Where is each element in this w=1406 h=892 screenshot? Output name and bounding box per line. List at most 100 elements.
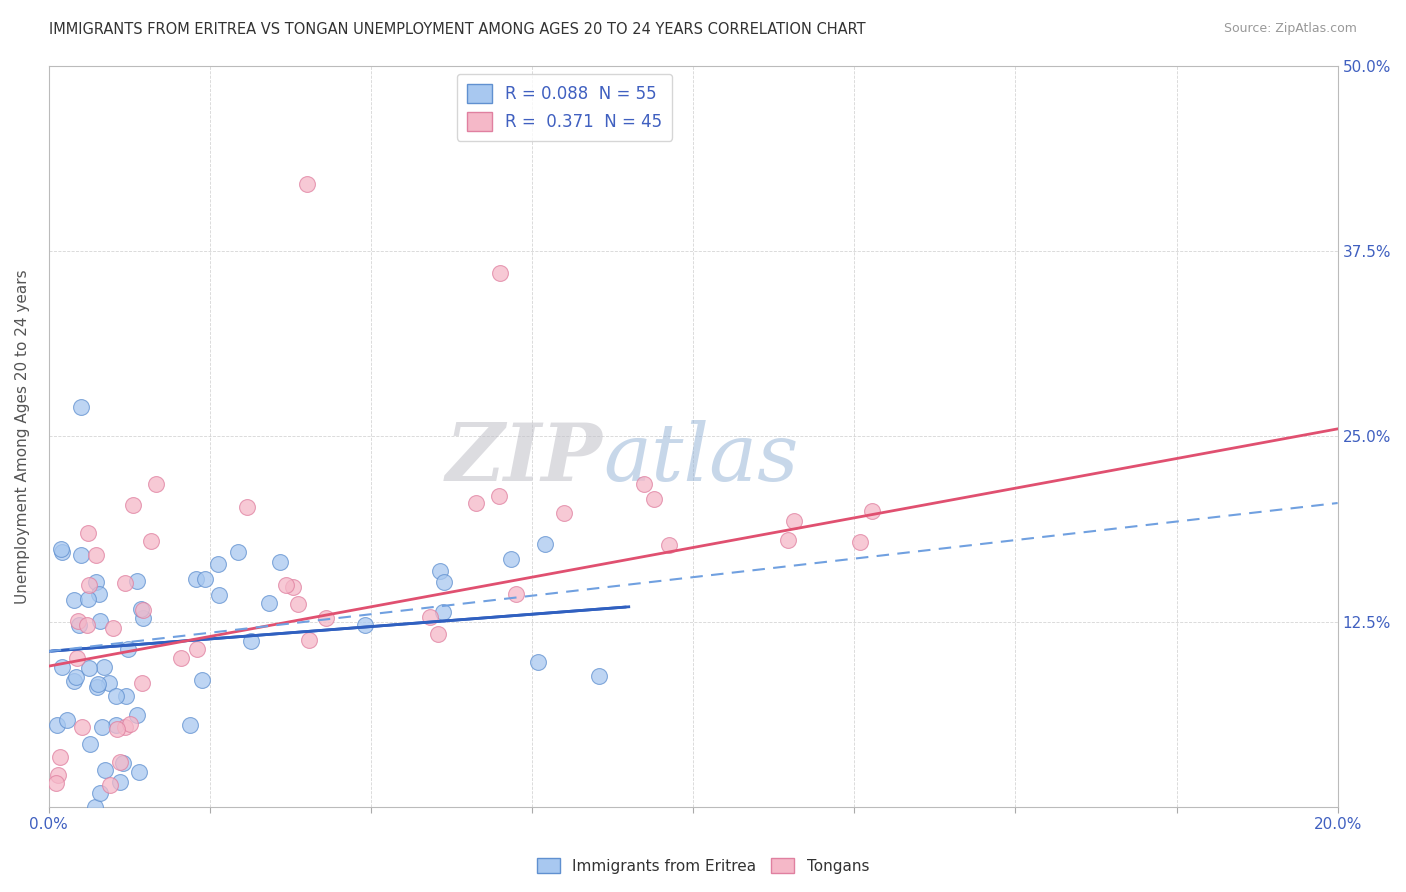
Point: [643, 491, 665, 506]
Point: [295, 178, 318, 192]
Point: [488, 489, 510, 503]
Point: [849, 534, 872, 549]
Point: [191, 673, 214, 687]
Point: [105, 717, 128, 731]
Text: ZIP: ZIP: [446, 420, 603, 497]
Point: [553, 506, 575, 520]
Point: [658, 538, 681, 552]
Point: [110, 775, 132, 789]
Point: [240, 634, 263, 648]
Point: [633, 476, 655, 491]
Point: [65, 650, 87, 665]
Point: [269, 555, 291, 569]
Point: [63, 673, 86, 688]
Point: [588, 669, 610, 683]
Point: [534, 537, 557, 551]
Point: [783, 514, 806, 528]
Point: [111, 756, 134, 770]
Point: [118, 717, 141, 731]
Point: [505, 587, 527, 601]
Point: [49, 542, 72, 557]
Point: [67, 617, 90, 632]
Point: [70, 548, 93, 562]
Point: [860, 504, 883, 518]
Point: [51, 545, 73, 559]
Point: [127, 708, 149, 723]
Text: Source: ZipAtlas.com: Source: ZipAtlas.com: [1223, 22, 1357, 36]
Point: [101, 621, 124, 635]
Point: [778, 533, 800, 547]
Point: [91, 720, 114, 734]
Point: [129, 602, 152, 616]
Point: [114, 576, 136, 591]
Point: [127, 574, 149, 588]
Point: [259, 596, 281, 610]
Point: [499, 551, 522, 566]
Point: [419, 609, 441, 624]
Point: [62, 593, 84, 607]
Point: [132, 610, 155, 624]
Point: [426, 627, 449, 641]
Text: IMMIGRANTS FROM ERITREA VS TONGAN UNEMPLOYMENT AMONG AGES 20 TO 24 YEARS CORRELA: IMMIGRANTS FROM ERITREA VS TONGAN UNEMPL…: [49, 22, 866, 37]
Point: [48, 768, 70, 782]
Point: [45, 776, 67, 790]
Point: [117, 641, 139, 656]
Point: [46, 717, 69, 731]
Point: [186, 641, 208, 656]
Point: [121, 498, 143, 512]
Point: [89, 786, 111, 800]
Point: [93, 660, 115, 674]
Point: [93, 764, 115, 778]
Point: [208, 588, 231, 602]
Point: [87, 677, 110, 691]
Point: [83, 799, 105, 814]
Point: [70, 720, 93, 734]
Point: [98, 676, 121, 690]
Point: [56, 714, 79, 728]
Point: [527, 655, 550, 669]
Point: [464, 496, 486, 510]
Point: [128, 764, 150, 779]
Point: [433, 574, 456, 589]
Point: [353, 617, 375, 632]
Point: [207, 557, 229, 571]
Point: [65, 670, 87, 684]
Point: [114, 690, 136, 704]
Point: [49, 750, 72, 764]
Point: [194, 572, 217, 586]
Point: [169, 651, 191, 665]
Text: atlas: atlas: [603, 420, 799, 497]
Point: [226, 545, 249, 559]
Point: [283, 580, 305, 594]
Point: [89, 614, 111, 628]
Point: [489, 266, 512, 280]
Point: [184, 572, 207, 586]
Point: [287, 597, 309, 611]
Point: [98, 778, 121, 792]
Point: [131, 676, 153, 690]
Point: [315, 611, 337, 625]
Point: [276, 578, 298, 592]
Legend: R = 0.088  N = 55, R =  0.371  N = 45: R = 0.088 N = 55, R = 0.371 N = 45: [457, 74, 672, 141]
Point: [86, 681, 108, 695]
Point: [298, 632, 321, 647]
Point: [67, 615, 90, 629]
Point: [139, 533, 162, 548]
Point: [84, 575, 107, 590]
Point: [76, 618, 98, 632]
Point: [179, 718, 201, 732]
Point: [432, 605, 454, 619]
Point: [145, 476, 167, 491]
Point: [84, 548, 107, 562]
Point: [429, 564, 451, 578]
Point: [77, 592, 100, 607]
Point: [77, 660, 100, 674]
Point: [104, 690, 127, 704]
Legend: Immigrants from Eritrea, Tongans: Immigrants from Eritrea, Tongans: [531, 852, 875, 880]
Point: [110, 755, 132, 769]
Point: [105, 723, 128, 737]
Point: [236, 500, 259, 514]
Point: [70, 400, 93, 414]
Y-axis label: Unemployment Among Ages 20 to 24 years: Unemployment Among Ages 20 to 24 years: [15, 269, 30, 604]
Point: [79, 737, 101, 751]
